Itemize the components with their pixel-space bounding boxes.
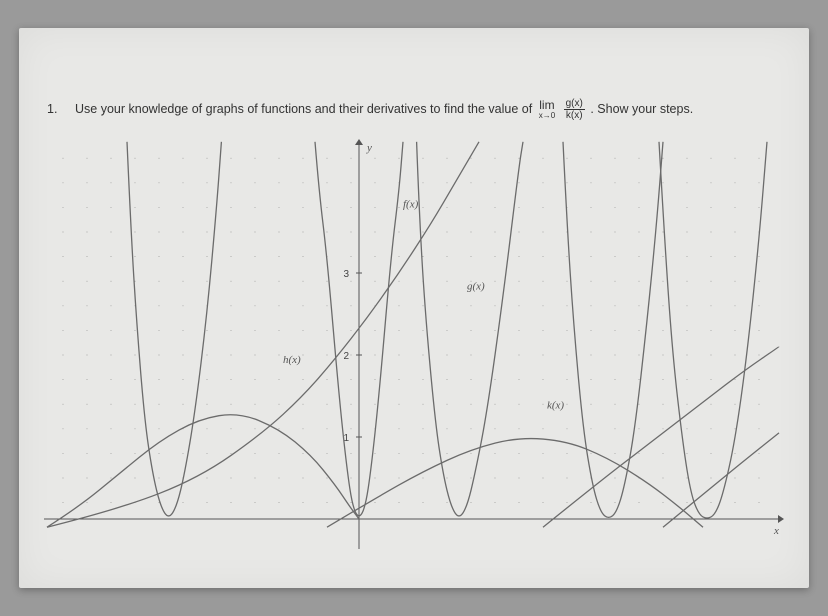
svg-text:2: 2 — [343, 351, 349, 362]
graph-area: 123yxf(x)g(x)g(x)h(x)k(x)k(x) — [44, 139, 784, 549]
curve-k(x)_left — [127, 142, 221, 516]
limit-expression: lim x→0 — [539, 99, 555, 120]
fraction-denominator: k(x) — [564, 110, 585, 121]
question-text: Use your knowledge of graphs of function… — [75, 98, 785, 121]
question-number: 1. — [47, 102, 75, 116]
curve-label-f(x): f(x) — [403, 198, 419, 210]
question-suffix: . Show your steps. — [590, 102, 693, 116]
curve-label-h(x): h(x) — [283, 354, 301, 366]
curve-label-k(x)_right: k(x) — [547, 399, 564, 411]
curve-far_right_line — [663, 433, 779, 527]
curve-label-g(x)_left: g(x) — [467, 280, 485, 292]
curve-right_v2 — [659, 142, 767, 518]
fraction: g(x) k(x) — [564, 98, 585, 121]
svg-text:3: 3 — [343, 269, 349, 280]
limit-subscript: x→0 — [539, 112, 555, 120]
svg-text:y: y — [366, 142, 372, 154]
worksheet-page: 1. Use your knowledge of graphs of funct… — [19, 28, 809, 588]
question-block: 1. Use your knowledge of graphs of funct… — [43, 98, 785, 121]
question-prefix: Use your knowledge of graphs of function… — [75, 102, 536, 116]
svg-text:x: x — [773, 525, 779, 537]
graph-svg: 123yxf(x)g(x)g(x)h(x)k(x)k(x) — [44, 139, 784, 549]
curve-h(x) — [47, 415, 359, 527]
curve-g(x)_left — [417, 142, 523, 516]
limit-word: lim — [539, 99, 554, 111]
fraction-numerator: g(x) — [564, 98, 585, 110]
curve-k(x)_right — [327, 439, 703, 528]
